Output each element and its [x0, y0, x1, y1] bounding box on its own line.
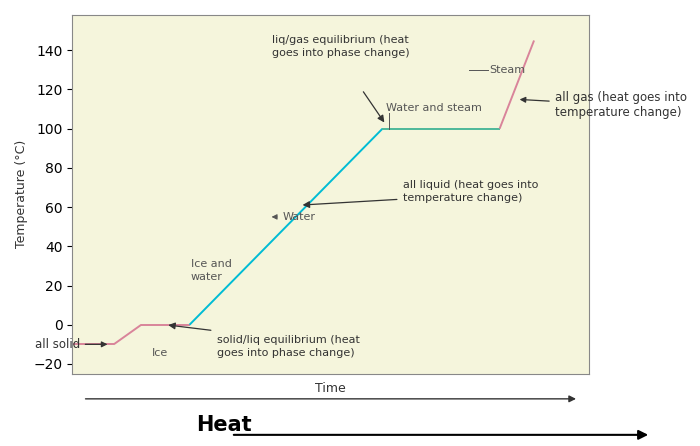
- Text: Ice: Ice: [152, 348, 168, 358]
- Text: Water: Water: [272, 212, 316, 222]
- Text: all liquid (heat goes into
temperature change): all liquid (heat goes into temperature c…: [403, 180, 538, 203]
- Text: Water and steam: Water and steam: [386, 103, 482, 113]
- Text: Time: Time: [316, 382, 346, 395]
- Text: Steam: Steam: [489, 65, 526, 75]
- Text: solid/liq equilibrium (heat
goes into phase change): solid/liq equilibrium (heat goes into ph…: [217, 334, 360, 358]
- Text: Heat: Heat: [196, 415, 251, 435]
- Text: Ice and
water: Ice and water: [191, 259, 232, 281]
- Text: liq/gas equilibrium (heat
goes into phase change): liq/gas equilibrium (heat goes into phas…: [272, 35, 410, 58]
- Text: all solid: all solid: [34, 338, 106, 351]
- Y-axis label: Temperature (°C): Temperature (°C): [15, 140, 28, 248]
- Text: all gas (heat goes into
temperature change): all gas (heat goes into temperature chan…: [521, 91, 687, 119]
